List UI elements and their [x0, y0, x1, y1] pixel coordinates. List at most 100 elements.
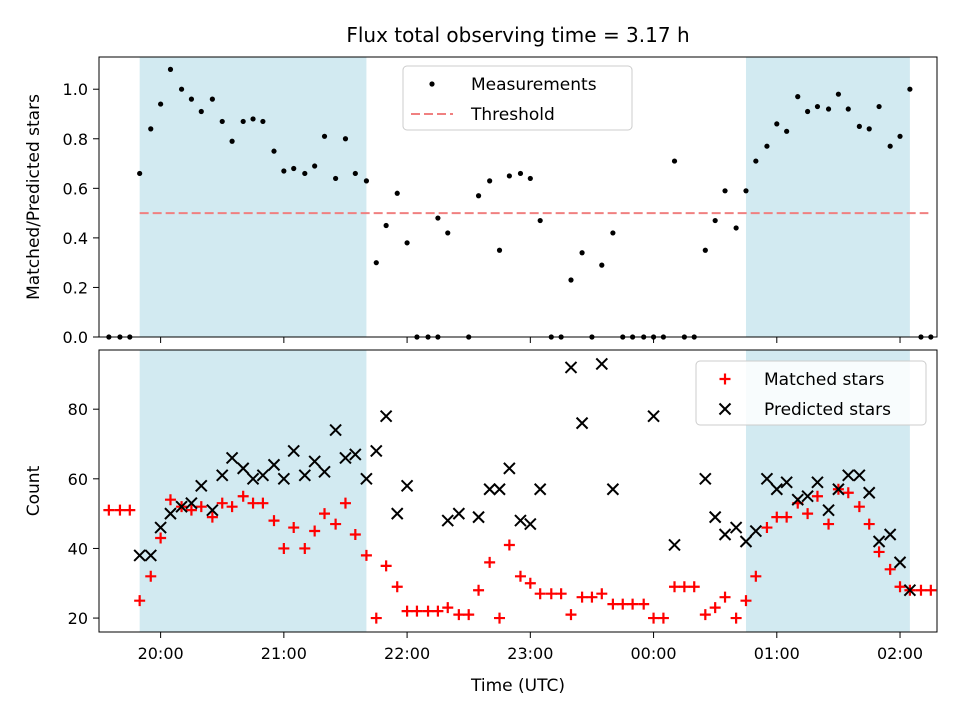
point-counts-s0-61 [730, 612, 742, 624]
point-ratio-s0-4 [178, 86, 185, 92]
point-counts-s0-12 [226, 501, 238, 513]
point-counts-s0-25 [360, 549, 372, 561]
point-counts-s0-5 [155, 532, 167, 544]
point-counts-s1-7 [206, 503, 219, 517]
shaded-region-ratio-1 [745, 57, 910, 337]
point-ratio-s0-40 [671, 158, 678, 164]
point-counts-s1-58 [863, 486, 876, 499]
legend-counts: Matched stars Predicted stars [695, 360, 927, 426]
point-ratio-s0-44 [733, 225, 739, 231]
point-counts-s1-31 [493, 483, 506, 496]
point-ratio-s0-22 [363, 178, 370, 184]
point-ratio-s0-29 [475, 193, 482, 199]
panel-counts: 20 40 60 80 20:00 21:00 22:00 23:00 00:00 01:00 0… [24, 349, 938, 696]
y-tick-label-counts-2: 60 [68, 470, 88, 489]
point-ratio-s0-56 [856, 123, 862, 129]
panel-counts-frame [98, 349, 938, 633]
point-counts-s0-20 [309, 525, 321, 537]
point-counts-s0-13 [237, 490, 249, 502]
point-counts-s0-36 [473, 584, 485, 596]
point-ratio-s0-50 [795, 94, 801, 100]
point-ratio-s0-59 [887, 143, 893, 149]
legend-handle-counts-1 [718, 402, 732, 416]
point-counts-s1-34 [524, 517, 537, 531]
point-counts-s0-10 [206, 511, 218, 523]
point-counts-s0-42 [534, 588, 546, 600]
point-ratio-s0-9 [229, 138, 235, 144]
point-counts-s0-57 [688, 581, 700, 593]
point-counts-s1-6 [195, 479, 208, 492]
point-counts-s0-33 [442, 602, 454, 614]
point-counts-s0-9 [195, 501, 207, 513]
point-counts-s0-21 [319, 508, 331, 520]
y-axis-label-count: Count [24, 465, 44, 516]
point-counts-s1-39 [606, 483, 620, 496]
point-counts-s0-77 [894, 581, 906, 593]
point-counts-s0-15 [257, 497, 269, 509]
legend-box-ratio [402, 65, 633, 131]
panel-ratio: 0.0 0.2 0.4 0.6 0.8 1.0 Matched/Predicted sta… [24, 56, 938, 347]
point-counts-s1-28 [452, 507, 466, 520]
point-counts-s1-15 [287, 444, 300, 458]
point-ratio-s0-26 [404, 240, 410, 246]
point-counts-s0-1 [114, 504, 126, 516]
point-ratio-s0-0 [137, 170, 143, 177]
point-counts-s0-31 [422, 605, 434, 617]
point-counts-s0-70 [823, 518, 835, 530]
point-counts-s1-17 [308, 455, 321, 468]
y-tick-label-ratio-0: 0.0 [63, 328, 88, 347]
point-counts-s1-9 [225, 451, 239, 465]
point-counts-s0-54 [657, 612, 669, 624]
point-ratio-s0-55 [845, 106, 851, 112]
point-counts-s1-32 [503, 462, 516, 475]
point-counts-s1-46 [739, 535, 753, 548]
point-counts-s0-18 [288, 522, 300, 534]
point-ratio-s0-36 [568, 277, 574, 283]
point-ratio-s0-46 [753, 158, 759, 164]
legend-label-counts-0: Matched stars [764, 370, 884, 390]
point-counts-s0-35 [463, 609, 475, 621]
point-counts-s1-4 [175, 500, 188, 513]
point-counts-s0-51 [627, 598, 639, 610]
point-counts-s1-38 [595, 357, 609, 371]
point-ratio-s0-2 [158, 101, 164, 107]
point-counts-s1-18 [318, 465, 331, 479]
point-ratio-s0-31 [496, 247, 503, 253]
y-tick-label-ratio-1: 0.2 [63, 278, 88, 297]
point-counts-s1-56 [842, 469, 855, 482]
x-tick-label-6: 02:00 [877, 644, 923, 663]
point-counts-s0-17 [278, 542, 290, 554]
point-counts-s0-64 [761, 522, 773, 534]
y-tick-label-ratio-3: 0.6 [63, 179, 88, 198]
legend-label-ratio-0: Measurements [471, 75, 597, 95]
point-counts-s1-42 [699, 472, 712, 486]
point-counts-s1-55 [832, 483, 845, 496]
point-counts-s1-49 [770, 483, 784, 496]
point-counts-s0-79 [915, 584, 927, 596]
point-counts-s1-27 [441, 514, 454, 527]
point-counts-s1-3 [164, 507, 177, 520]
point-ratio-s0-52 [814, 103, 821, 110]
point-counts-s0-49 [607, 598, 619, 610]
point-counts-s0-32 [432, 605, 444, 617]
x-tick-label-1: 21:00 [261, 644, 307, 663]
point-counts-s0-6 [164, 494, 176, 506]
point-ratio-s0-20 [342, 136, 349, 142]
point-counts-s1-13 [267, 458, 281, 472]
point-ratio-s0-8 [219, 118, 225, 125]
point-counts-s1-54 [822, 503, 835, 517]
point-ratio-s0-12 [260, 118, 266, 125]
point-counts-s0-65 [771, 511, 783, 523]
point-ratio-s0-48 [774, 121, 780, 127]
point-counts-s1-30 [483, 483, 496, 496]
point-counts-s0-27 [380, 560, 392, 572]
point-ratio-s0-41 [702, 247, 708, 253]
point-counts-s1-59 [872, 535, 886, 548]
point-ratio-s0-61 [907, 86, 913, 92]
point-counts-s1-57 [853, 469, 866, 482]
point-ratio-s0-3 [167, 66, 174, 72]
point-ratio-s0-25 [394, 190, 400, 196]
point-ratio-s0-60 [897, 133, 903, 139]
point-ratio-s0-49 [784, 128, 790, 134]
point-counts-s0-68 [802, 508, 814, 520]
